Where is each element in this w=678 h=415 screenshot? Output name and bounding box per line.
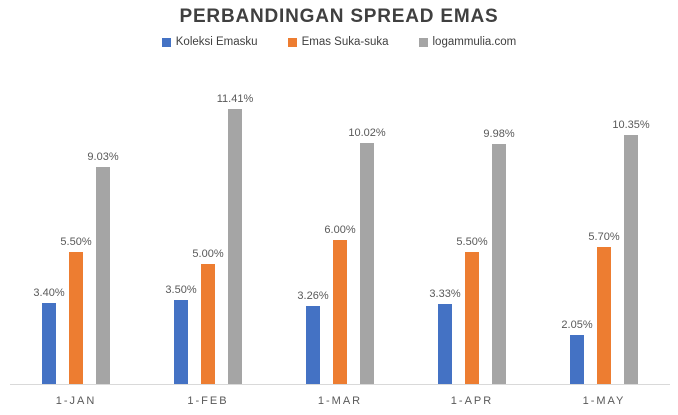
bar-koleksi-emasku-mar [306, 306, 320, 385]
data-label-emas-suka-suka-mar: 6.00% [324, 223, 356, 236]
bar-logammulia-mar [360, 142, 374, 385]
bar-logammulia-jan [96, 166, 110, 385]
x-axis-label-1-mar: 1-MAR [317, 395, 363, 407]
data-label-logammulia-mar: 10.02% [348, 126, 386, 139]
bar-wrap: 5.70% [588, 231, 620, 385]
bar-logammulia-may [624, 134, 638, 385]
legend-item-koleksi-emasku: Koleksi Emasku [161, 36, 258, 48]
data-label-emas-suka-suka-may: 5.70% [588, 231, 620, 244]
data-label-koleksi-emasku-mar: 3.26% [297, 290, 329, 303]
bar-group-1-jan: 3.40% 5.50% 9.03% [10, 55, 142, 385]
x-axis-line [10, 384, 670, 385]
data-label-emas-suka-suka-apr: 5.50% [456, 235, 488, 248]
bar-wrap: 3.50% [165, 284, 197, 385]
bar-wrap: 6.00% [324, 224, 356, 385]
bar-wrap: 5.50% [456, 236, 488, 385]
data-label-logammulia-apr: 9.98% [483, 127, 515, 140]
legend-swatch-emas-suka-suka-icon [287, 37, 297, 47]
legend-label-koleksi-emasku: Koleksi Emasku [175, 36, 258, 48]
legend-item-emas-suka-suka: Emas Suka-suka [287, 36, 389, 48]
bar-emas-suka-suka-may [597, 247, 611, 385]
data-label-logammulia-may: 10.35% [612, 118, 650, 131]
x-axis-labels: 1-JAN 1-FEB 1-MAR 1-APR 1-MAY [10, 385, 670, 415]
x-axis-label-1-may: 1-MAY [582, 395, 626, 407]
bar-emas-suka-suka-mar [333, 239, 347, 385]
bar-wrap: 5.50% [60, 236, 92, 385]
legend-label-emas-suka-suka: Emas Suka-suka [301, 36, 389, 48]
bar-emas-suka-suka-apr [465, 251, 479, 385]
bar-koleksi-emasku-feb [174, 300, 188, 385]
bar-wrap: 3.40% [33, 287, 65, 385]
bar-group-1-mar: 3.26% 6.00% 10.02% [274, 55, 406, 385]
bar-group-1-feb: 3.50% 5.00% 11.41% [142, 55, 274, 385]
data-label-emas-suka-suka-jan: 5.50% [60, 235, 92, 248]
bar-emas-suka-suka-jan [69, 251, 83, 385]
plot-area: 3.40% 5.50% 9.03% 3.50% 5.00% 11.4 [10, 55, 670, 385]
data-label-emas-suka-suka-feb: 5.00% [192, 248, 224, 260]
bar-koleksi-emasku-apr [438, 304, 452, 385]
legend-swatch-logammulia-icon [418, 37, 428, 47]
legend: Koleksi Emasku Emas Suka-suka logammulia… [0, 36, 678, 48]
bar-wrap: 5.00% [192, 248, 224, 385]
bar-wrap: 9.98% [483, 128, 515, 385]
bar-wrap: 3.33% [429, 288, 461, 385]
data-label-koleksi-emasku-may: 2.05% [561, 319, 593, 332]
bar-wrap: 2.05% [561, 319, 593, 385]
bar-wrap: 10.35% [612, 119, 650, 385]
bar-emas-suka-suka-feb [201, 264, 215, 385]
data-label-logammulia-jan: 9.03% [87, 150, 119, 163]
data-label-koleksi-emasku-jan: 3.40% [33, 286, 65, 299]
data-label-logammulia-feb: 11.41% [216, 92, 254, 105]
legend-label-logammulia: logammulia.com [432, 36, 517, 48]
bar-group-1-apr: 3.33% 5.50% 9.98% [406, 55, 538, 385]
data-label-koleksi-emasku-apr: 3.33% [429, 288, 461, 301]
bar-logammulia-apr [492, 143, 506, 385]
bar-logammulia-feb [228, 108, 242, 385]
legend-item-logammulia: logammulia.com [418, 36, 517, 48]
data-label-koleksi-emasku-feb: 3.50% [165, 284, 197, 297]
bar-koleksi-emasku-jan [42, 302, 56, 385]
bar-wrap: 11.41% [217, 93, 253, 385]
chart-title: PERBANDINGAN SPREAD EMAS [179, 6, 499, 27]
bar-koleksi-emasku-may [570, 335, 584, 385]
bar-wrap: 3.26% [297, 290, 329, 385]
legend-swatch-koleksi-emasku-icon [161, 37, 171, 47]
x-axis-label-1-apr: 1-APR [450, 395, 494, 407]
bar-wrap: 9.03% [87, 151, 119, 385]
bar-wrap: 10.02% [348, 127, 386, 385]
x-axis-label-1-jan: 1-JAN [55, 395, 97, 407]
x-axis-label-1-feb: 1-FEB [187, 395, 229, 407]
bar-group-1-may: 2.05% 5.70% 10.35% [538, 55, 670, 385]
